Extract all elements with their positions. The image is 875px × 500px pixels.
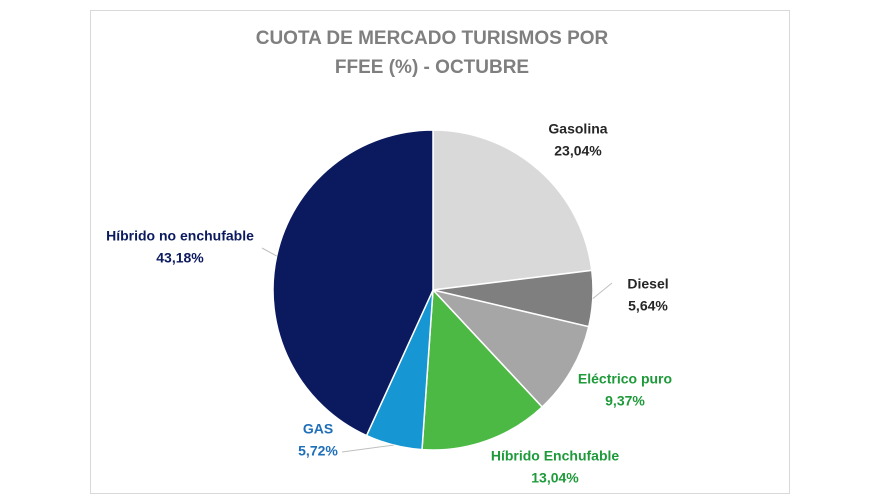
leader-line bbox=[341, 444, 394, 453]
slice-value-label: 23,04% bbox=[554, 143, 602, 159]
slice-label: Híbrido Enchufable bbox=[491, 448, 620, 464]
slice-label: Híbrido no enchufable bbox=[106, 228, 254, 244]
slice-label: Diesel bbox=[627, 276, 668, 292]
chart-title: CUOTA DE MERCADO TURISMOS POR FFEE (%) -… bbox=[255, 28, 609, 78]
leader-line bbox=[592, 282, 613, 300]
slice-label: Eléctrico puro bbox=[578, 371, 672, 387]
slice-value-label: 5,72% bbox=[298, 443, 338, 459]
slice-value-label: 43,18% bbox=[156, 250, 204, 266]
slice-value-label: 9,37% bbox=[605, 393, 645, 409]
slice-label: GAS bbox=[303, 421, 333, 437]
slice-value-label: 13,04% bbox=[531, 470, 579, 486]
pie-slice bbox=[421, 288, 544, 451]
leader-line bbox=[261, 247, 277, 257]
pie-slice bbox=[432, 129, 593, 291]
chart-frame bbox=[90, 10, 790, 494]
pie-slice bbox=[430, 288, 590, 409]
slice-label: Gasolina bbox=[548, 121, 607, 137]
slice-value-label: 5,64% bbox=[628, 298, 668, 314]
